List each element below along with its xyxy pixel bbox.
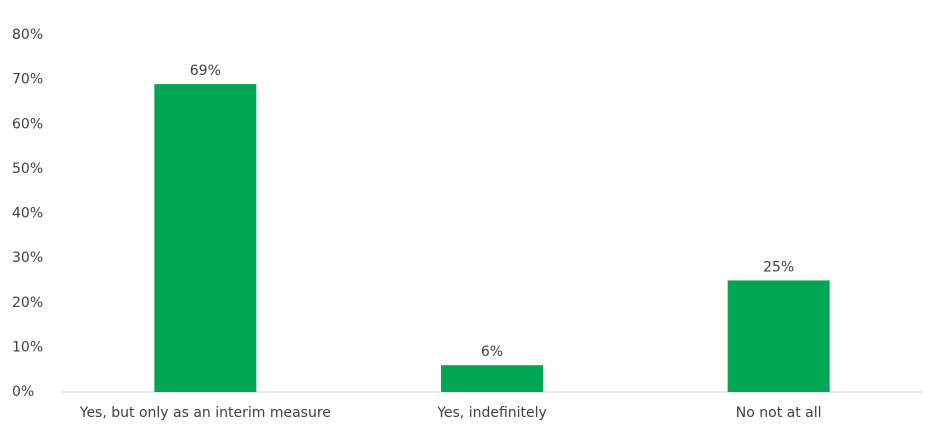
y-tick-label: 50%: [12, 161, 43, 177]
y-tick-label: 40%: [12, 206, 43, 222]
y-tick-label: 10%: [12, 339, 43, 355]
y-tick-label: 0%: [12, 384, 34, 400]
y-tick-label: 30%: [12, 250, 43, 266]
y-tick-label: 60%: [12, 116, 43, 132]
bar: [154, 84, 257, 393]
y-tick-label: 20%: [12, 295, 43, 311]
data-label: 69%: [190, 63, 221, 79]
x-tick-label: Yes, but only as an interim measure: [79, 405, 331, 421]
x-tick-label: Yes, indefinitely: [436, 405, 547, 421]
y-tick-label: 80%: [12, 27, 43, 43]
bar: [727, 280, 830, 392]
data-label: 25%: [763, 259, 794, 275]
y-tick-label: 70%: [12, 72, 43, 88]
bar: [441, 365, 543, 392]
x-tick-label: No not at all: [736, 405, 822, 421]
data-label: 6%: [481, 344, 503, 360]
